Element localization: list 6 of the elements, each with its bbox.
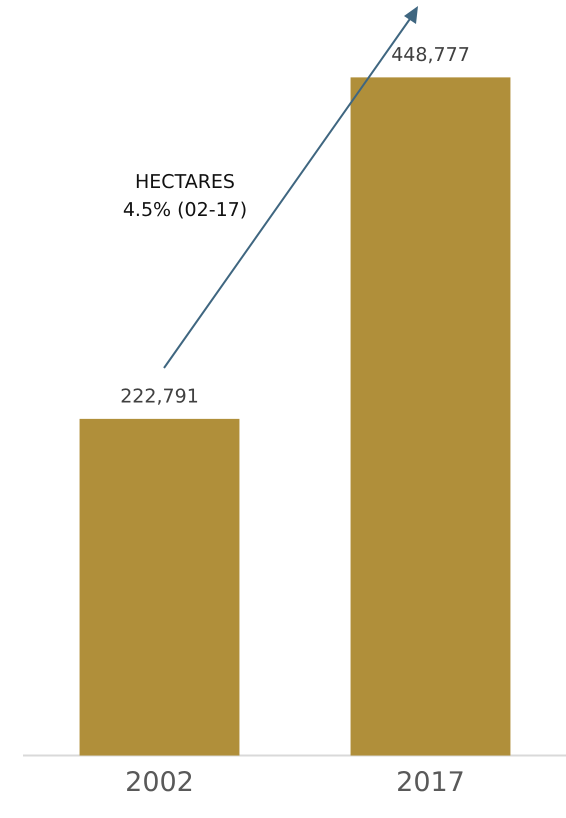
data-label: 448,777 <box>391 44 470 66</box>
x-tick-label: 2002 <box>125 766 194 798</box>
annotation: 4.5% (02-17) <box>122 198 248 223</box>
annotation: HECTARES <box>134 170 236 195</box>
data-label: 222,791 <box>120 385 199 408</box>
x-tick-label: 2017 <box>396 766 465 798</box>
